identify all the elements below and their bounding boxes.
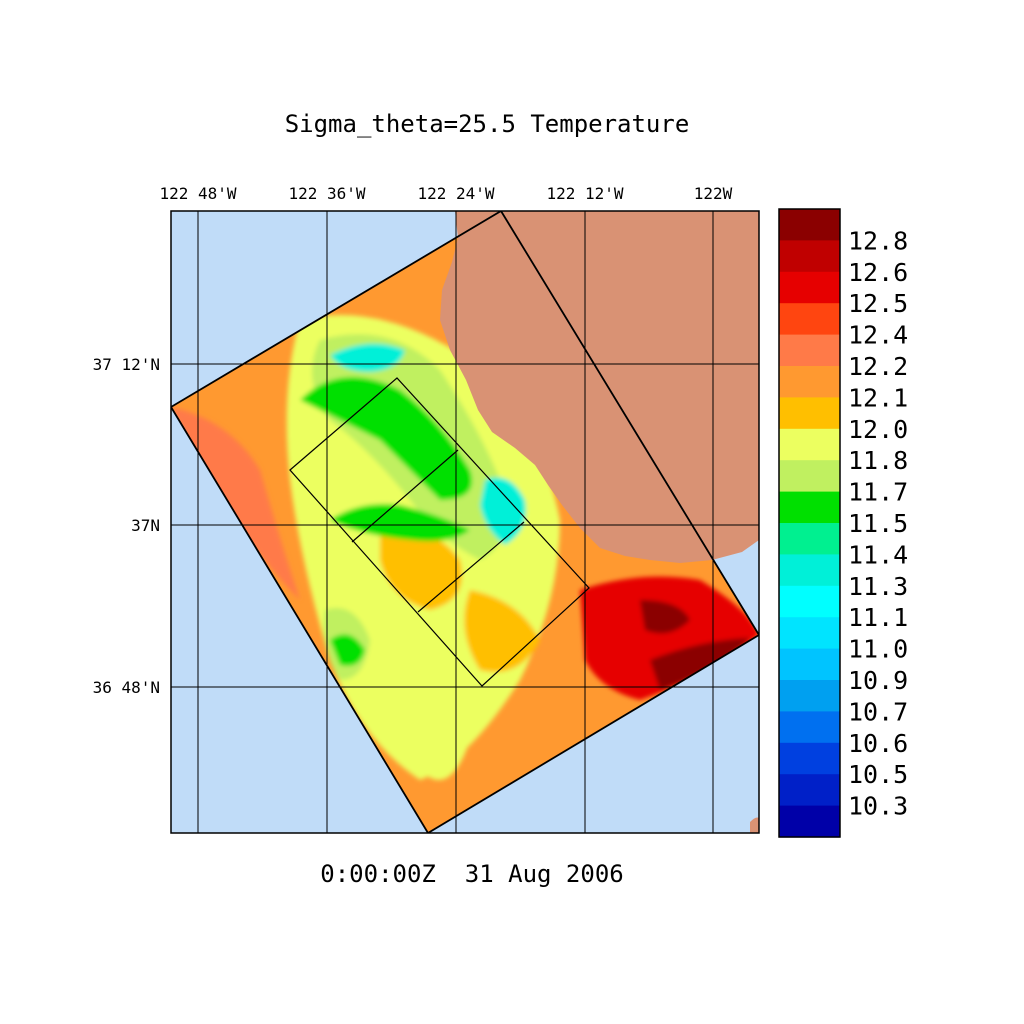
colorbar: 12.8 12.612.5 12.412.212.1 12.011.8 11.711.5… (778, 208, 908, 838)
lon-label: 122 24'W (417, 184, 494, 203)
colorbar-label: 11.1 (848, 603, 908, 632)
field-filament-green3 (330, 634, 365, 666)
colorbar-label: 10.5 (848, 760, 908, 789)
nested-domain-box (289, 377, 590, 687)
colorbar-swatch (779, 397, 840, 430)
lon-label: 122 48'W (159, 184, 236, 203)
colorbar-swatch (779, 460, 840, 493)
colorbar-swatch (779, 491, 840, 524)
colorbar-swatch (779, 585, 840, 618)
colorbar-swatch (779, 805, 840, 838)
colorbar-label: 12.5 (848, 289, 908, 318)
latitude-labels: 37 12'N 37N 36 48'N (93, 355, 160, 697)
colorbar-label: 11.7 (848, 478, 908, 507)
colorbar-label: 11.0 (848, 635, 908, 664)
colorbar-label: 10.7 (848, 697, 908, 726)
colorbar-label: 10.6 (848, 729, 908, 758)
colorbar-label: 12.2 (848, 352, 908, 381)
field-core-cyan-south (480, 477, 526, 545)
graticule (171, 211, 759, 833)
colorbar-swatch (779, 428, 840, 461)
nested-domain-divider2 (417, 521, 525, 613)
colorbar-swatch (779, 648, 840, 681)
colorbar-swatch (779, 680, 840, 712)
colorbar-label: 12.1 (848, 383, 908, 412)
lat-label: 36 48'N (93, 678, 160, 697)
lon-label: 122 36'W (288, 184, 365, 203)
colorbar-swatch (779, 209, 840, 241)
colorbar-swatch (779, 554, 840, 587)
colorbar-swatch (779, 742, 840, 775)
map-frame (170, 210, 760, 834)
colorbar-swatch (779, 240, 840, 273)
lat-label: 37 12'N (93, 355, 160, 374)
field-filament-green (300, 377, 472, 500)
colorbar-swatch (779, 617, 840, 650)
domain-outline (171, 211, 759, 833)
colorbar-label: 10.9 (848, 666, 908, 695)
field-region-orange-patch (380, 528, 462, 610)
colorbar-label: 12.0 (848, 415, 908, 444)
coastline-land (440, 211, 759, 563)
field-region-orange-west (171, 407, 300, 600)
colorbar-frame (778, 208, 841, 838)
lon-label: 122 12'W (546, 184, 623, 203)
colorbar-swatch (779, 523, 840, 555)
colorbar-label: 12.6 (848, 258, 908, 287)
colorbar-label: 12.8 (848, 226, 908, 255)
colorbar-label: 11.8 (848, 446, 908, 475)
colorbar-label: 11.4 (848, 540, 908, 569)
colorbar-label: 10.3 (848, 792, 908, 821)
colorbar-swatch (779, 366, 840, 398)
colorbar-label: 11.3 (848, 572, 908, 601)
colorbar-label: 12.4 (848, 321, 908, 350)
longitude-labels: 122 48'W 122 36'W 122 24'W 122 12'W 122W (159, 184, 732, 203)
map-panel (171, 211, 759, 833)
colorbar-swatch (779, 271, 840, 304)
field-region-darkred2 (650, 638, 750, 690)
land-islet (750, 817, 759, 833)
colorbar-swatch (779, 774, 840, 807)
lat-label: 37N (131, 516, 160, 535)
time-label: 0:00:00Z 31 Aug 2006 (320, 860, 623, 888)
field-region-darkred (640, 600, 690, 634)
field-core-cyan-north (330, 343, 405, 372)
field-region-red (580, 576, 759, 700)
colorbar-label: 11.5 (848, 509, 908, 538)
colorbar-swatch (779, 303, 840, 336)
nested-domain-divider (351, 449, 459, 543)
colorbar-swatch (779, 334, 840, 367)
field-region-yellow-south (330, 660, 470, 780)
colorbar-swatch (779, 711, 840, 744)
field-filament-green2 (330, 504, 470, 542)
lon-label: 122W (694, 184, 733, 203)
field-region-orange-patch2 (464, 590, 540, 672)
map-title: Sigma_theta=25.5 Temperature (285, 110, 690, 138)
